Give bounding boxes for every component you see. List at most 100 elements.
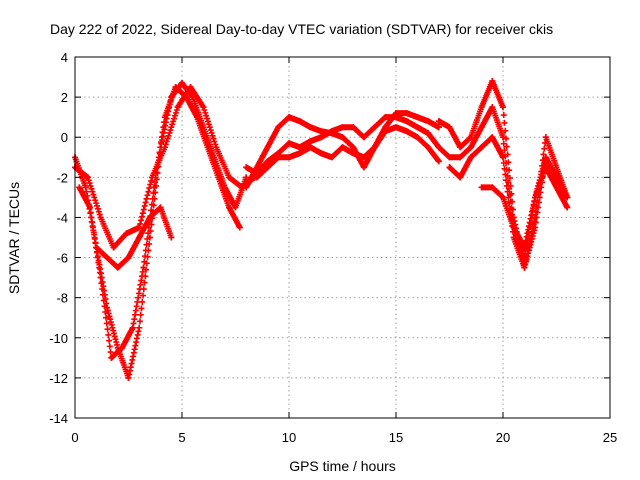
data-point — [204, 144, 211, 151]
data-point — [253, 164, 260, 171]
data-point-markers — [478, 164, 560, 251]
data-point — [328, 128, 335, 135]
data-point — [542, 154, 549, 161]
data-point-markers — [93, 204, 175, 271]
y-axis-label: SDTVAR / TECUs — [6, 182, 22, 294]
data-point — [157, 204, 164, 211]
y-tick-label: -4 — [56, 210, 68, 225]
data-point — [446, 124, 453, 131]
data-point — [168, 234, 175, 241]
data-point — [193, 114, 200, 121]
data-series — [253, 124, 442, 181]
data-point — [104, 254, 111, 261]
data-point — [510, 224, 517, 231]
plot-frame — [74, 56, 611, 419]
data-point — [339, 144, 346, 151]
x-tick-label: 20 — [496, 430, 510, 445]
data-series — [93, 204, 175, 271]
data-point — [172, 84, 179, 91]
data-point — [136, 234, 143, 241]
y-tick-label: -6 — [56, 251, 68, 266]
ticks-layer: 0 5 10 15 20 25 -14 -12 -10 -8 -6 -4 -2 0 2 4 — [49, 50, 617, 445]
data-point — [467, 154, 474, 161]
data-point — [393, 114, 399, 121]
data-point — [457, 154, 464, 161]
data-point — [174, 104, 181, 111]
data-point — [123, 230, 130, 237]
data-point — [435, 124, 442, 131]
data-point — [86, 204, 93, 211]
y-tick-label: -2 — [56, 170, 68, 185]
data-point — [307, 138, 314, 145]
data-point — [286, 140, 292, 147]
data-point — [467, 144, 474, 151]
data-point — [307, 144, 314, 151]
data-point — [553, 184, 560, 191]
data-point — [360, 164, 367, 171]
data-point — [478, 124, 485, 131]
x-tick-label: 25 — [603, 430, 617, 445]
data-point — [489, 184, 496, 191]
x-tick-label: 15 — [389, 430, 403, 445]
data-point — [253, 174, 260, 181]
data-point — [403, 110, 410, 117]
data-point — [213, 144, 220, 151]
y-tick-label: 2 — [61, 90, 68, 105]
data-point — [161, 144, 168, 151]
data-point — [360, 134, 367, 141]
data-point — [275, 154, 282, 161]
data-point — [108, 354, 115, 361]
points-layer — [72, 78, 571, 381]
data-point — [542, 134, 549, 141]
data-point — [296, 118, 303, 125]
y-tick-label: -14 — [49, 411, 68, 426]
data-point — [500, 194, 506, 201]
data-point — [403, 128, 410, 135]
data-point — [243, 184, 250, 191]
data-point — [414, 124, 421, 131]
data-point — [382, 114, 389, 121]
data-point — [521, 244, 528, 251]
data-point — [243, 174, 250, 181]
data-point — [478, 144, 485, 151]
data-point — [97, 214, 104, 221]
y-tick-label: 0 — [61, 130, 68, 145]
data-point — [82, 184, 89, 191]
data-point — [500, 134, 506, 141]
data-point — [425, 130, 432, 137]
data-point — [140, 264, 147, 271]
data-point-markers — [72, 84, 258, 251]
data-point — [339, 134, 346, 141]
data-point — [446, 154, 453, 161]
data-point — [286, 114, 292, 121]
data-point — [119, 344, 126, 351]
data-point — [393, 124, 399, 131]
data-point — [236, 224, 243, 231]
data-point — [489, 104, 496, 111]
data-point — [500, 104, 506, 111]
data-point — [215, 174, 222, 181]
chart-title: Day 222 of 2022, Sidereal Day-to-day VTE… — [50, 21, 553, 37]
data-point — [264, 158, 271, 165]
data-point — [232, 204, 239, 211]
data-point — [382, 128, 389, 135]
data-point — [318, 134, 325, 141]
data-point — [500, 154, 506, 161]
data-point — [350, 124, 357, 131]
data-point — [200, 104, 207, 111]
data-point — [435, 144, 442, 151]
data-point — [114, 264, 121, 271]
data-point — [457, 144, 464, 151]
data-point — [149, 174, 156, 181]
data-point — [360, 154, 367, 161]
data-point — [286, 154, 292, 161]
data-point — [97, 274, 104, 281]
x-tick-label: 10 — [282, 430, 296, 445]
data-point — [532, 194, 539, 201]
data-point — [264, 144, 271, 151]
data-point — [510, 234, 517, 241]
data-point — [125, 374, 132, 381]
data-point — [264, 164, 271, 171]
data-point — [146, 214, 153, 221]
